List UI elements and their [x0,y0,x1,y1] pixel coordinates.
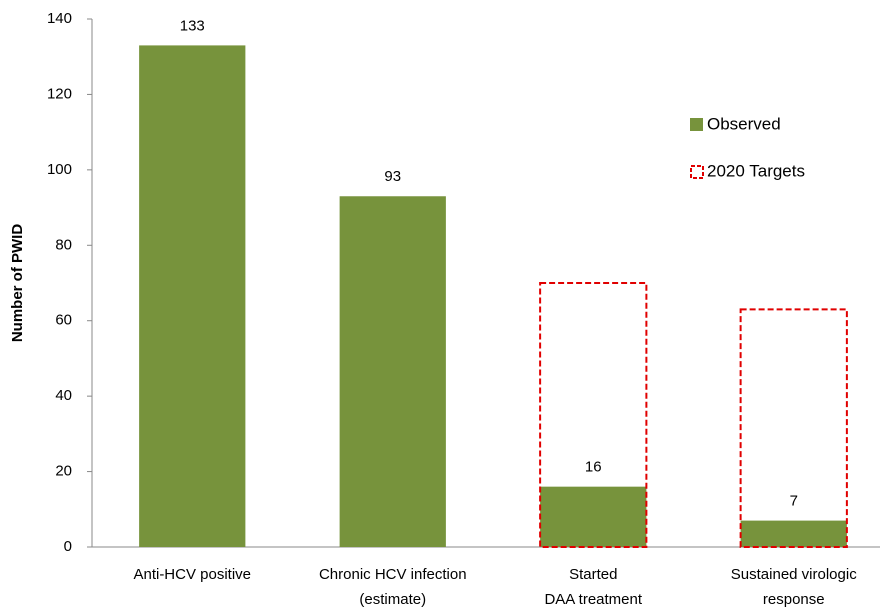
y-tick-label: 60 [55,312,72,329]
x-tick-label: Started [569,566,617,583]
bar [339,196,446,547]
y-tick-label: 120 [47,85,72,102]
y-tick-label: 80 [55,236,72,253]
y-axis-title: Number of PWID [9,224,26,342]
data-label: 93 [384,168,401,185]
bar [139,45,246,548]
legend-swatch [690,165,704,179]
bar [540,486,647,547]
x-tick-label: DAA treatment [544,591,642,608]
x-tick-label: (estimate) [359,591,426,608]
bar [740,520,847,547]
y-tick-label: 20 [55,463,72,480]
legend-swatch [690,118,703,131]
y-tick-label: 0 [64,538,72,555]
y-tick-label: 100 [47,161,72,178]
target-bar [739,308,848,548]
y-tick-label: 140 [47,10,72,27]
x-tick-label: response [763,591,825,608]
x-tick-label: Sustained virologic [731,566,857,583]
legend-label: 2020 Targets [707,161,805,180]
legend-label: Observed [707,114,781,133]
x-tick-label: Anti-HCV positive [133,566,251,583]
y-tick-label: 40 [55,387,72,404]
x-tick-label: Chronic HCV infection [319,566,467,583]
data-label: 133 [180,17,205,34]
target-bar [539,282,648,548]
data-label: 7 [790,493,798,510]
data-label: 16 [585,459,602,476]
